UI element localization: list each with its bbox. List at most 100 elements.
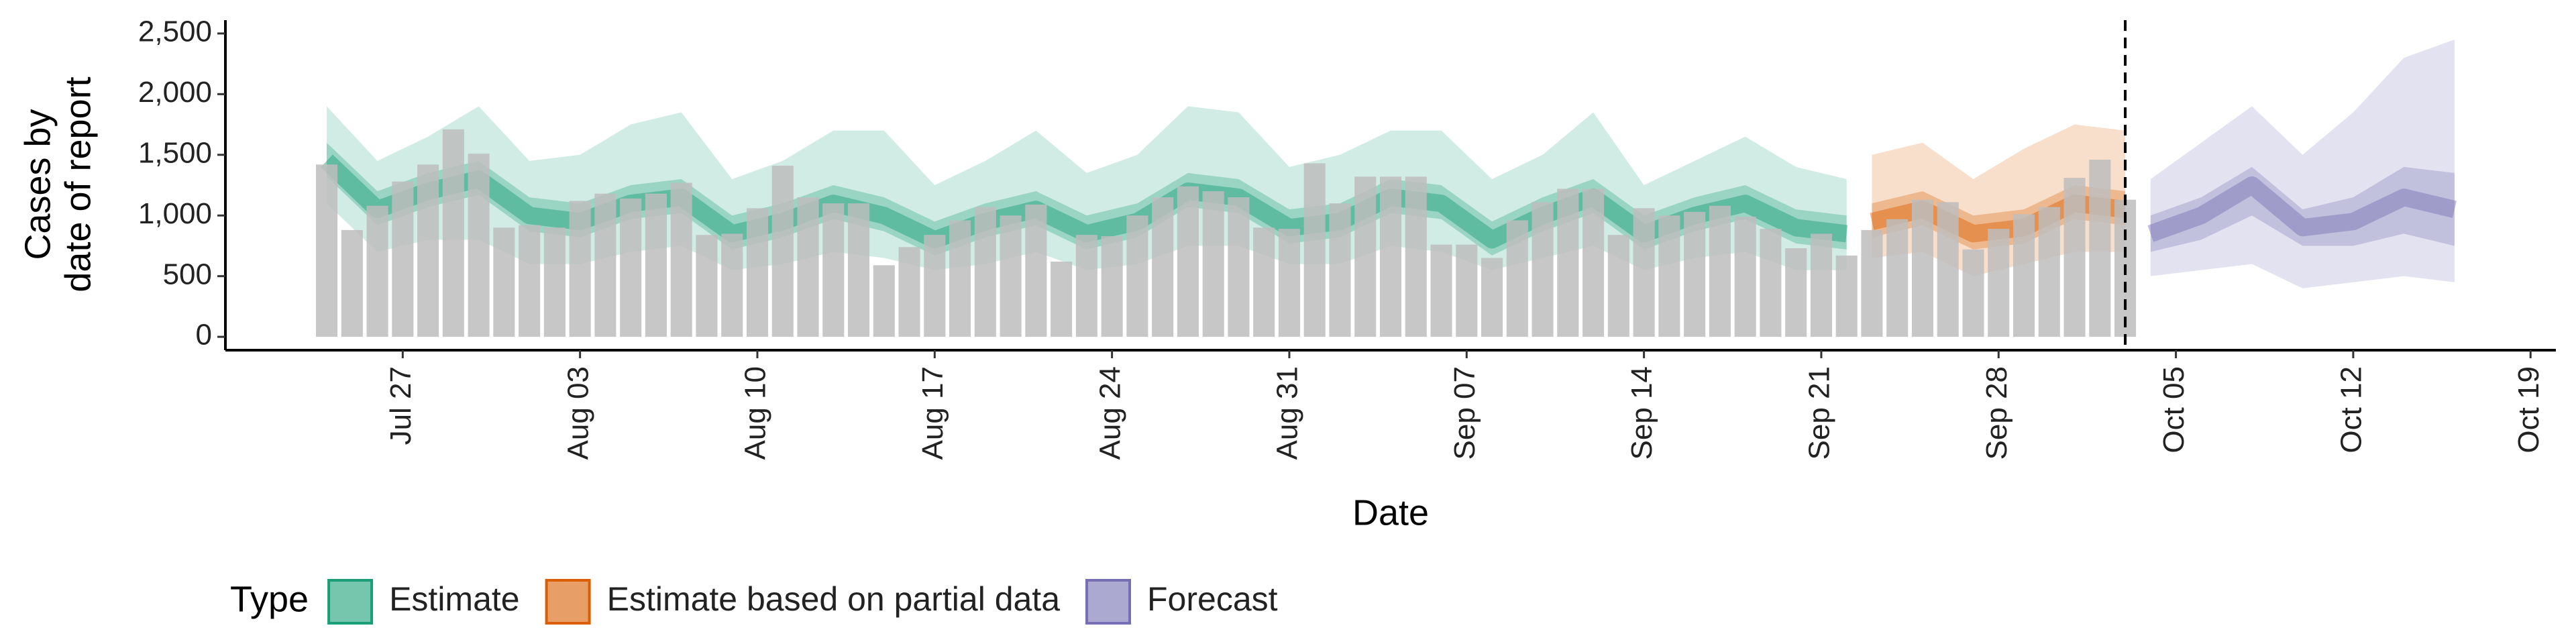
bars-layer xyxy=(315,129,2137,337)
bar xyxy=(1126,215,1148,337)
bar xyxy=(1835,255,1858,337)
bar xyxy=(1329,203,1351,337)
bar xyxy=(1202,191,1224,337)
bar xyxy=(1101,235,1123,337)
x-tick-label: Aug 31 xyxy=(1271,366,1304,460)
legend-key xyxy=(327,579,374,625)
bar xyxy=(974,207,996,337)
bar xyxy=(1354,176,1377,337)
y-tick-label: 2,000 xyxy=(138,76,212,109)
x-tick-label: Oct 19 xyxy=(2512,366,2545,453)
bar xyxy=(924,235,946,337)
bar xyxy=(1000,215,1022,337)
bar xyxy=(1886,219,1909,337)
bar xyxy=(2038,207,2060,337)
x-tick-label: Sep 28 xyxy=(1980,366,2013,460)
bar xyxy=(949,220,971,337)
bar xyxy=(1025,204,1047,337)
bar xyxy=(1152,197,1174,337)
legend-label: Forecast xyxy=(1147,580,1278,618)
ribbon-90 xyxy=(2150,39,2455,288)
bar xyxy=(1734,217,1756,337)
x-tick-label: Jul 27 xyxy=(384,366,417,445)
bar xyxy=(1228,197,1250,337)
bar xyxy=(898,247,920,337)
bar xyxy=(1633,208,1655,337)
x-tick-label: Aug 10 xyxy=(739,366,772,460)
bar xyxy=(366,205,388,337)
bar xyxy=(493,227,515,337)
y-tick-label: 1,000 xyxy=(138,197,212,230)
bar xyxy=(543,227,566,337)
y-tick-label: 2,500 xyxy=(138,15,212,48)
bar xyxy=(696,235,718,337)
bar xyxy=(417,164,439,337)
bar xyxy=(670,182,692,337)
bar xyxy=(1456,244,1478,337)
ribbon-50 xyxy=(2150,166,2455,252)
bar xyxy=(1607,235,1629,337)
x-axis-title: Date xyxy=(1352,492,1429,533)
bar xyxy=(771,166,794,337)
bar xyxy=(645,193,667,337)
x-tick-label: Oct 12 xyxy=(2335,366,2368,453)
bar xyxy=(822,203,845,337)
bar xyxy=(2063,178,2086,337)
bar xyxy=(1506,220,1528,337)
bar xyxy=(315,164,338,337)
bar xyxy=(1760,229,1782,337)
bar xyxy=(341,229,363,337)
x-tick-label: Aug 17 xyxy=(916,366,949,460)
bar xyxy=(746,208,769,337)
bar xyxy=(1937,202,1959,337)
bar xyxy=(1430,244,1452,337)
bar xyxy=(1582,189,1605,337)
x-tick-label: Oct 05 xyxy=(2157,366,2190,453)
bar xyxy=(1557,189,1579,337)
ribbon-90 xyxy=(1872,124,2126,276)
y-axis-title: date of report xyxy=(58,76,98,292)
legend-label: Estimate based on partial data xyxy=(607,580,1061,618)
legend-title: Type xyxy=(230,579,309,619)
bar xyxy=(797,197,819,337)
bar xyxy=(1861,229,1883,337)
bar xyxy=(847,203,870,337)
x-tick-label: Sep 21 xyxy=(1803,366,1836,460)
bar xyxy=(1405,176,1427,337)
bar xyxy=(873,265,895,337)
bar xyxy=(569,201,591,337)
x-tick-label: Aug 03 xyxy=(561,366,594,460)
bar xyxy=(1075,235,1097,337)
legend-key xyxy=(1085,579,1132,625)
ribbon-50 xyxy=(327,142,1847,256)
bar xyxy=(1810,233,1832,337)
bar xyxy=(1303,163,1326,337)
bar xyxy=(1051,261,1073,337)
x-tick-label: Sep 07 xyxy=(1448,366,1481,460)
bar xyxy=(468,153,490,337)
bar xyxy=(1379,176,1402,337)
x-tick-label: Sep 14 xyxy=(1625,366,1658,460)
bar xyxy=(392,181,414,337)
bar xyxy=(1177,186,1199,337)
bar xyxy=(1278,229,1301,337)
ribbon-90 xyxy=(327,106,1847,270)
bar xyxy=(1481,258,1503,337)
bar xyxy=(620,198,642,337)
bar xyxy=(1962,249,1984,337)
bar xyxy=(2012,214,2035,337)
y-tick-label: 0 xyxy=(196,319,212,352)
bar xyxy=(2089,160,2111,337)
legend-label: Estimate xyxy=(389,580,520,618)
y-tick-label: 1,500 xyxy=(138,136,212,169)
bar xyxy=(721,233,743,337)
legend-key xyxy=(545,579,591,625)
bar xyxy=(594,193,616,337)
bar xyxy=(442,129,464,337)
bar xyxy=(1532,202,1554,337)
y-tick-label: 500 xyxy=(163,258,212,290)
y-axis-title: Cases by xyxy=(17,109,58,260)
median-line xyxy=(2147,176,2457,242)
ribbon-50 xyxy=(1872,185,2126,250)
